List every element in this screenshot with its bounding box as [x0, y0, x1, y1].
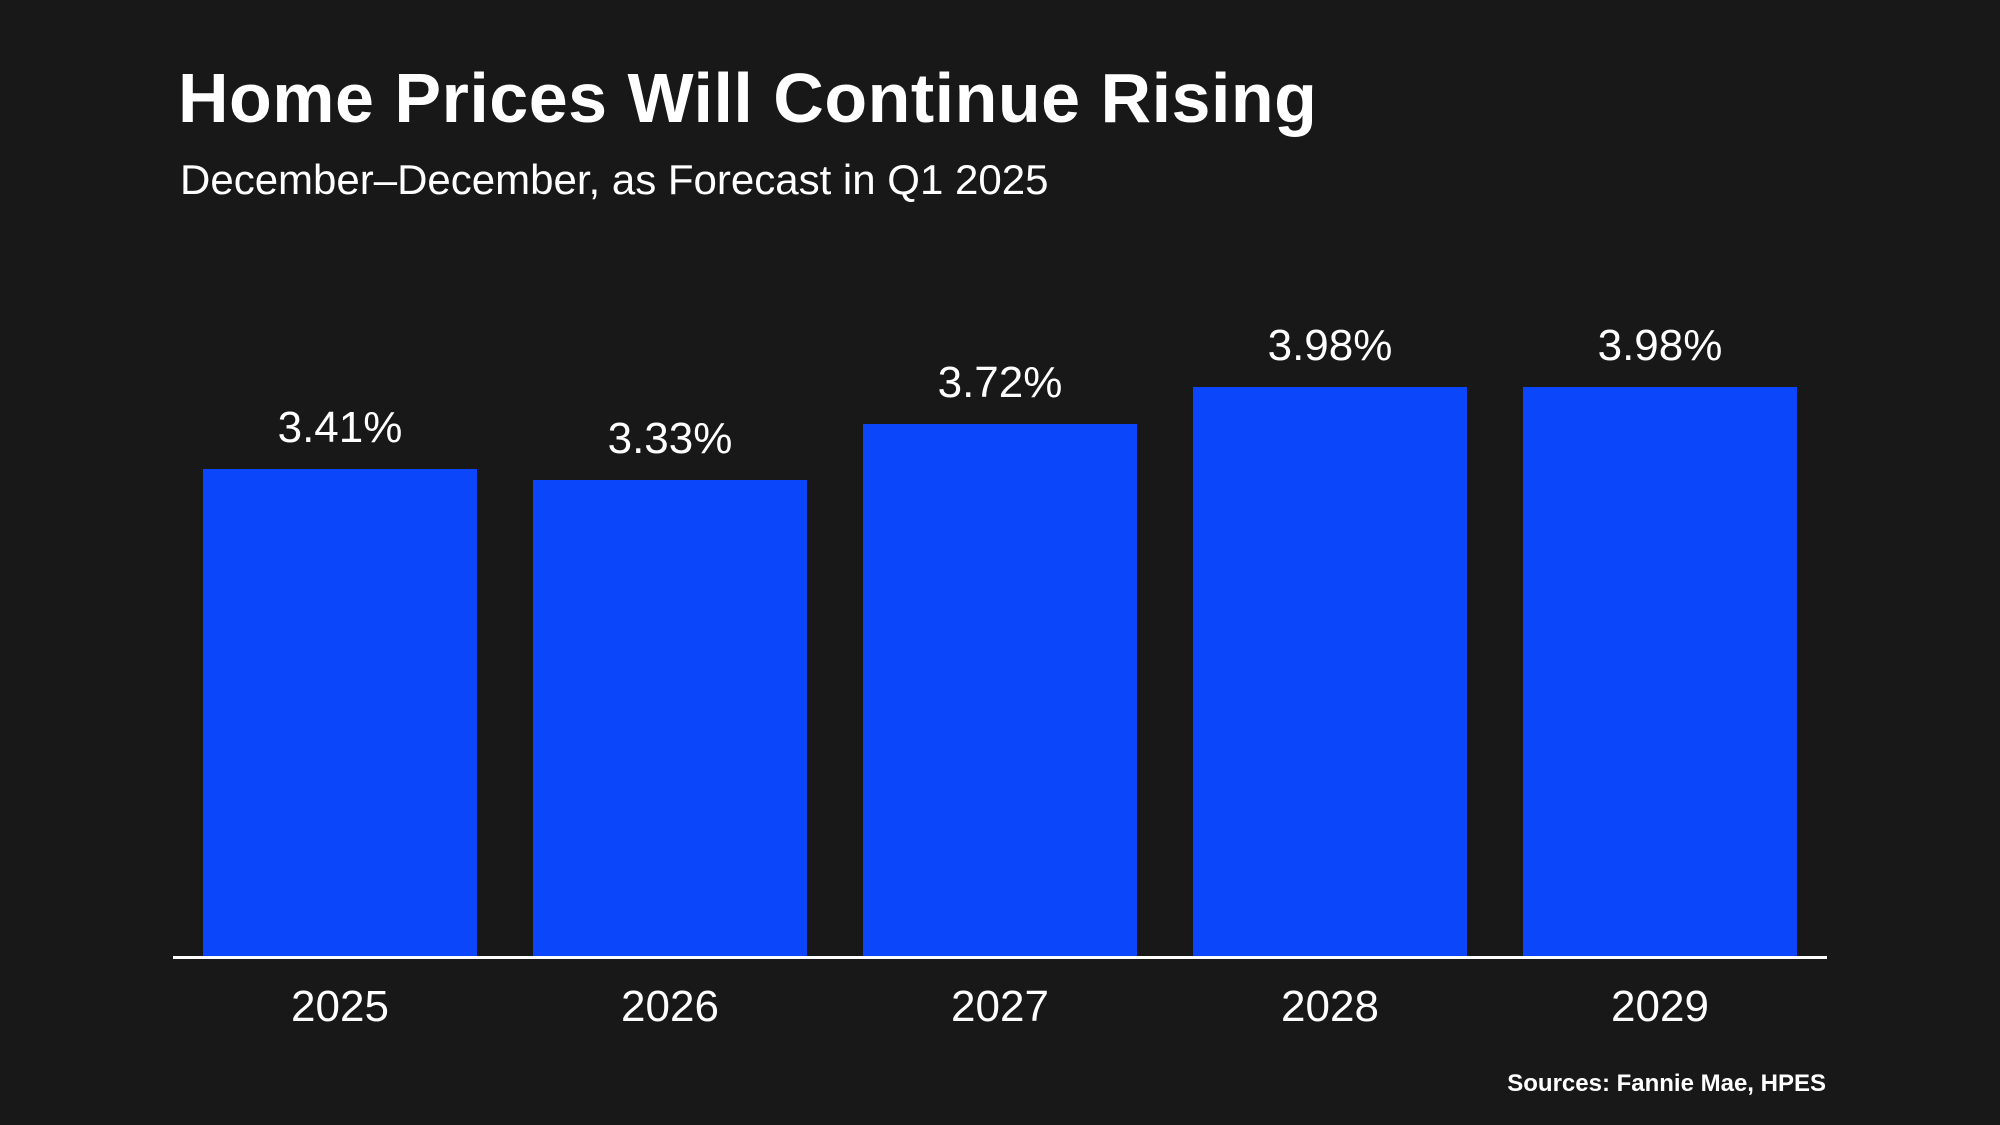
bar-group: 3.41% [203, 403, 477, 956]
x-axis-labels: 2025 2026 2027 2028 2029 [173, 982, 1827, 1032]
bar-group: 3.98% [1523, 321, 1797, 956]
bar-value-label: 3.98% [1267, 321, 1393, 370]
x-tick-label: 2027 [951, 982, 1049, 1031]
chart-header: Home Prices Will Continue Rising Decembe… [178, 58, 1317, 204]
bar-group: 3.98% [1193, 321, 1467, 956]
bar-value-label: 3.33% [607, 414, 733, 463]
sources-note: Sources: Fannie Mae, HPES [1507, 1070, 1826, 1097]
bar-value-label: 3.72% [937, 358, 1063, 407]
bar-chart: 3.41% 3.33% 3.72% 3.98% 3.98% [173, 0, 1827, 956]
chart-title: Home Prices Will Continue Rising [178, 59, 1318, 137]
bar-group: 3.72% [863, 358, 1137, 956]
x-tick-label: 2026 [621, 982, 719, 1031]
x-tick-label: 2025 [291, 982, 389, 1031]
bar [533, 480, 807, 956]
x-tick-label: 2028 [1281, 982, 1379, 1031]
bar [1193, 387, 1467, 956]
bar [863, 424, 1137, 956]
bar-group: 3.33% [533, 414, 807, 956]
plot-area: 3.41% 3.33% 3.72% 3.98% 3.98% [173, 321, 1827, 956]
x-tick-label: 2029 [1611, 982, 1709, 1031]
bar-value-label: 3.98% [1597, 321, 1723, 370]
bar [203, 469, 477, 956]
bar [1523, 387, 1797, 956]
chart-subtitle: December–December, as Forecast in Q1 202… [180, 156, 1049, 203]
x-axis-line [173, 956, 1827, 959]
bar-value-label: 3.41% [277, 403, 403, 452]
